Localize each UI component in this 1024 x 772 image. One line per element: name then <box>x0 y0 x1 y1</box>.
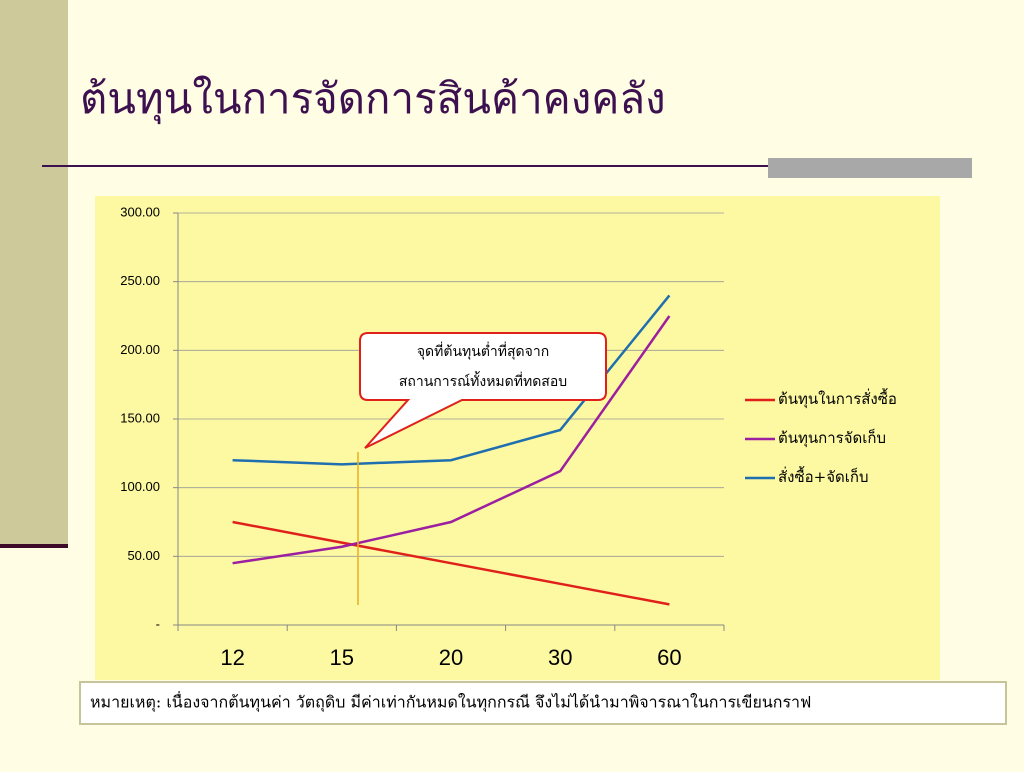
y-tick-label: - <box>156 616 160 631</box>
y-tick-label: 100.00 <box>120 479 160 494</box>
y-tick-label: 50.00 <box>127 548 160 563</box>
x-tick-label: 12 <box>220 645 244 670</box>
y-tick-label: 200.00 <box>120 342 160 357</box>
chart-area <box>95 196 940 680</box>
y-tick-label: 250.00 <box>120 273 160 288</box>
callout <box>359 332 607 449</box>
side-bar <box>0 0 68 545</box>
series-line <box>232 315 671 565</box>
series-line <box>232 520 670 606</box>
y-tick-label: 300.00 <box>120 204 160 219</box>
x-tick-label: 15 <box>330 645 354 670</box>
x-tick-label: 30 <box>548 645 572 670</box>
x-tick-label: 60 <box>657 645 681 670</box>
legend-label: ต้นทุนในการสั่งซื้อ <box>778 388 897 409</box>
y-tick-label: 150.00 <box>120 410 160 425</box>
rule-block <box>768 158 972 178</box>
chart: - 50.00 100.00 150.00 200.00 250.00 300.00 12 15… <box>120 204 897 669</box>
legend-label: สั่งซื้อ+จัดเก็บ <box>778 466 869 486</box>
callout-text: สถานการณ์ทั้งหมดที่ทดสอบ <box>399 371 567 390</box>
note-box <box>79 681 1007 725</box>
x-tick-label: 20 <box>439 645 463 670</box>
legend-label: ต้นทุนการจัดเก็บ <box>778 428 886 448</box>
slide-title: ต้นทุนในการจัดการสินค้าคงคลัง <box>80 74 666 125</box>
callout-text: จุดที่ต้นทุนต่ำที่สุดจาก <box>417 342 549 360</box>
note: หมายเหตุ: เนื่องจากต้นทุนค่า วัตถุดิบ มี… <box>90 691 811 713</box>
